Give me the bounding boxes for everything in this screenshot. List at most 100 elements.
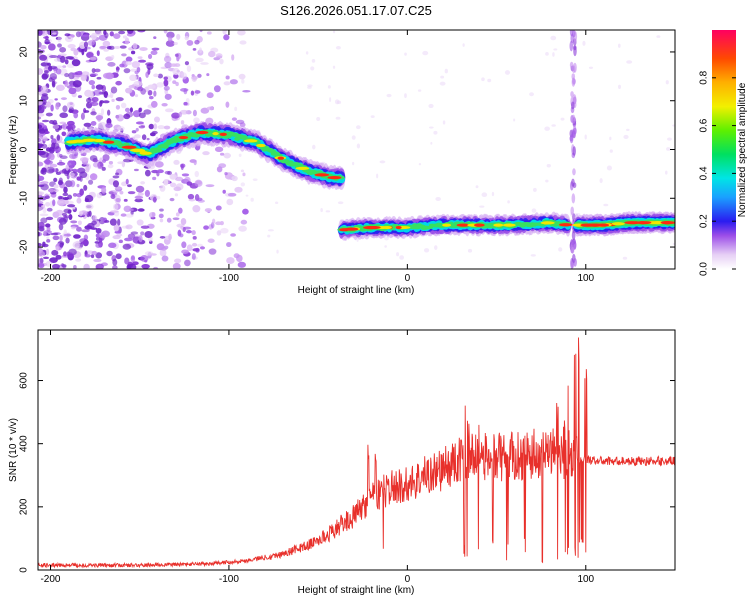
- heatmap-noise-cell: [57, 43, 62, 48]
- heatmap-noise-cell: [92, 158, 98, 163]
- heatmap-noise-cell: [81, 48, 85, 56]
- heatmap-noise-cell: [95, 263, 104, 269]
- heatmap-noise-cell: [110, 193, 116, 200]
- heatmap-noise-cell: [171, 112, 180, 119]
- heatmap-noise-cell: [115, 198, 121, 203]
- heatmap-noise-cell: [184, 35, 189, 41]
- heatmap-noise-cell: [152, 176, 157, 181]
- heatmap-noise-cell: [174, 258, 182, 264]
- heatmap-noise-cell: [38, 124, 43, 129]
- heatmap-noise-cell: [137, 56, 143, 59]
- heatmap-noise-cell: [434, 245, 438, 250]
- heatmap-noise-cell: [208, 50, 216, 58]
- heatmap-ridge-cell: [162, 144, 169, 149]
- heatmap-streak-cell: [570, 101, 575, 110]
- heatmap-noise-cell: [435, 196, 441, 201]
- heatmap-noise-cell: [169, 173, 177, 180]
- heatmap-noise-cell: [124, 107, 130, 113]
- heatmap-noise-cell: [153, 36, 157, 40]
- heatmap-noise-cell: [48, 43, 56, 51]
- heatmap-noise-cell: [335, 116, 341, 120]
- heatmap-noise-cell: [127, 233, 136, 239]
- heatmap-noise-cell: [38, 175, 45, 181]
- heatmap-noise-cell: [129, 74, 137, 82]
- heatmap-noise-cell: [95, 243, 102, 248]
- heatmap-noise-cell: [132, 43, 138, 50]
- heatmap-noise-cell: [146, 63, 154, 70]
- heatmap-noise-cell: [63, 251, 67, 257]
- heatmap-noise-cell: [123, 68, 131, 74]
- heatmap-noise-cell: [672, 124, 675, 127]
- heatmap-noise-cell: [225, 75, 230, 80]
- heatmap-noise-cell: [41, 73, 49, 80]
- heatmap-noise-cell: [141, 264, 150, 269]
- heatmap-noise-cell: [93, 89, 102, 96]
- heatmap-ridge-cell: [154, 148, 163, 153]
- heatmap-noise-cell: [206, 106, 215, 111]
- heatmap-noise-cell: [40, 44, 47, 50]
- heatmap-noise-cell: [38, 225, 45, 232]
- heatmap-noise-cell: [215, 205, 222, 211]
- heatmap-noise-cell: [216, 166, 223, 173]
- spectrogram-xtick-label: 100: [577, 273, 594, 284]
- heatmap-noise-cell: [61, 212, 68, 217]
- heatmap-noise-cell: [83, 41, 89, 49]
- heatmap-noise-cell: [53, 184, 59, 189]
- heatmap-noise-cell: [239, 40, 247, 45]
- heatmap-noise-cell: [178, 207, 183, 214]
- heatmap-noise-cell: [94, 68, 101, 73]
- heatmap-noise-cell: [192, 248, 200, 252]
- heatmap-noise-cell: [168, 233, 172, 241]
- heatmap-noise-cell: [38, 100, 43, 106]
- heatmap-noise-cell: [356, 143, 361, 149]
- heatmap-noise-cell: [60, 97, 67, 101]
- heatmap-noise-cell: [125, 224, 133, 230]
- heatmap-noise-cell: [238, 73, 246, 80]
- heatmap-core-cell: [212, 132, 219, 136]
- colorbar-tick-label: 0.0: [699, 262, 710, 276]
- heatmap-noise-cell: [129, 107, 133, 113]
- heatmap-noise-cell: [481, 192, 488, 197]
- heatmap-noise-cell: [186, 244, 193, 252]
- heatmap-noise-cell: [155, 195, 161, 200]
- heatmap-core-cell: [130, 148, 146, 152]
- heatmap-noise-cell: [169, 197, 175, 202]
- heatmap-noise-cell: [67, 204, 76, 208]
- heatmap-noise-cell: [163, 79, 169, 87]
- heatmap-noise-cell: [72, 192, 78, 197]
- heatmap-core-cell: [102, 140, 115, 144]
- heatmap-noise-cell: [222, 189, 226, 194]
- heatmap-noise-cell: [181, 249, 189, 254]
- heatmap-noise-cell: [626, 60, 633, 64]
- heatmap-noise-cell: [50, 104, 54, 112]
- heatmap-noise-cell: [112, 175, 120, 179]
- heatmap-noise-cell: [38, 116, 42, 120]
- heatmap-noise-cell: [91, 32, 97, 40]
- heatmap-noise-cell: [479, 205, 485, 208]
- heatmap-noise-cell: [553, 48, 558, 51]
- heatmap-noise-cell: [135, 127, 139, 132]
- heatmap-noise-cell: [127, 184, 132, 188]
- heatmap-noise-cell: [223, 34, 230, 41]
- heatmap-noise-cell: [487, 78, 492, 83]
- heatmap-noise-cell: [242, 90, 251, 93]
- heatmap-noise-cell: [379, 160, 386, 164]
- heatmap-noise-cell: [49, 153, 55, 161]
- heatmap-noise-cell: [194, 39, 200, 45]
- heatmap-noise-cell: [56, 199, 66, 206]
- heatmap-noise-cell: [65, 164, 69, 171]
- heatmap-noise-cell: [104, 220, 110, 223]
- heatmap-noise-cell: [238, 153, 242, 157]
- heatmap-noise-cell: [241, 79, 245, 84]
- heatmap-noise-cell: [44, 195, 50, 199]
- heatmap-core-cell: [195, 130, 209, 135]
- heatmap-noise-cell: [199, 246, 205, 250]
- heatmap-noise-cell: [179, 109, 189, 115]
- heatmap-noise-cell: [63, 215, 68, 223]
- heatmap-core-cell: [244, 139, 258, 143]
- heatmap-noise-cell: [38, 231, 41, 237]
- heatmap-core-cell: [660, 221, 675, 225]
- heatmap-noise-cell: [207, 238, 215, 243]
- heatmap-noise-cell: [56, 134, 61, 142]
- heatmap-noise-cell: [79, 157, 89, 162]
